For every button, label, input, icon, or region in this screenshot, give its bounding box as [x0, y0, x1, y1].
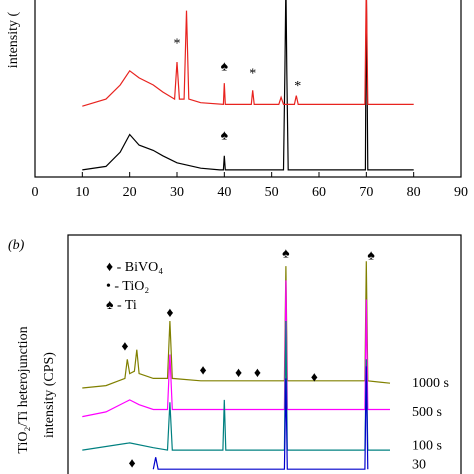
x-tick-label: 10 [75, 185, 89, 200]
legend-entry: ♠ - Ti [106, 298, 137, 313]
trace [82, 0, 414, 107]
annotation: ♦ [235, 366, 242, 381]
trace [82, 261, 391, 389]
annotation: ♦ [199, 363, 206, 378]
series-label: 1000 s [412, 376, 449, 391]
y-label: intensity (CPS) [42, 352, 57, 438]
annotation: ♠ [221, 129, 229, 144]
annotation: ♠ [221, 59, 229, 74]
annotation: ♦ [121, 340, 128, 355]
annotation: ♠ [282, 246, 290, 261]
annotation: ♦ [311, 371, 318, 386]
legend-entry: • - TiO₂ [106, 279, 149, 294]
series-label: 30 [412, 457, 426, 472]
annotation: ♠ [367, 249, 375, 264]
series-label: 500 s [412, 405, 442, 420]
x-tick-label: 80 [407, 185, 421, 200]
x-tick-label: 90 [454, 185, 468, 200]
x-tick-label: 60 [312, 185, 326, 200]
panel-label: (b) [8, 238, 25, 253]
annotation: * [174, 36, 181, 51]
x-tick-label: 30 [170, 185, 184, 200]
x-tick-label: 50 [265, 185, 279, 200]
annotation: ♦ [128, 457, 135, 472]
trace [82, 0, 414, 171]
x-tick-label: 40 [217, 185, 231, 200]
top-frame [34, 0, 462, 178]
y-label: intensity ( [6, 11, 21, 68]
annotation: * [249, 67, 256, 82]
x-tick-label: 0 [32, 185, 39, 200]
bottom-frame [67, 234, 462, 474]
x-tick-label: 70 [359, 185, 373, 200]
series-label: 100 s [412, 438, 442, 453]
side-label: TiO₂/Ti heterojunction [16, 326, 31, 453]
trace [152, 366, 369, 470]
annotation: * [188, 0, 195, 5]
annotation: ♦ [254, 366, 261, 381]
legend-entry: ♦ - BiVO₄ [106, 260, 163, 275]
annotation: * [294, 79, 301, 94]
x-tick-label: 20 [123, 185, 137, 200]
annotation: ♦ [166, 306, 173, 321]
